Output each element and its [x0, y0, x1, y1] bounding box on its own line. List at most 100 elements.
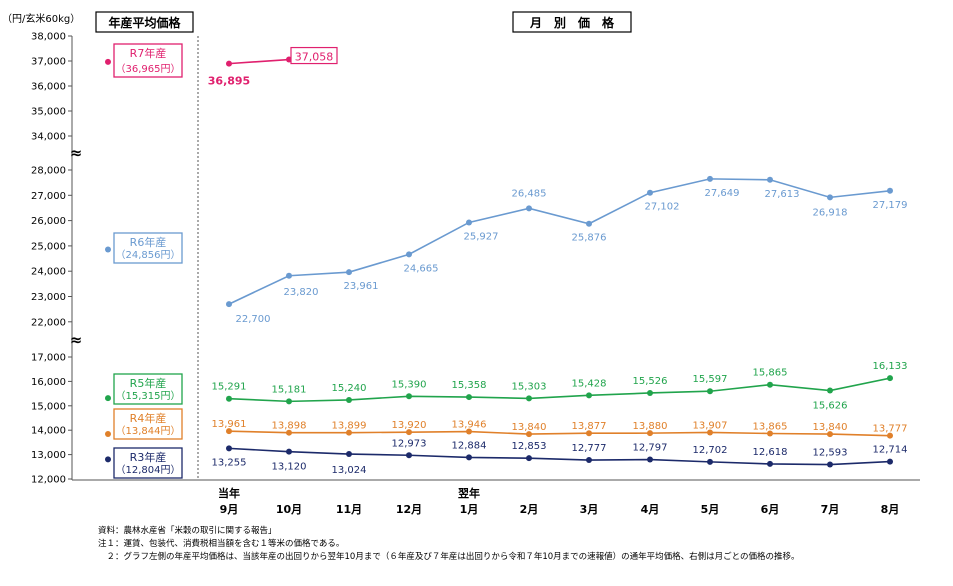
data-label-R3: 12,618 [753, 447, 788, 458]
x-tick-label: 3月 [580, 503, 599, 516]
x-tick-label: 10月 [276, 503, 302, 516]
data-point-R4 [707, 429, 713, 436]
x-labels: 当年 翌年 9月 10月 11月 12月 1月 2月 3月 4月 5月 6月 7月 8月 [218, 486, 899, 516]
data-point-R3 [346, 451, 352, 458]
series-line-R5 [228, 377, 891, 403]
series-line-R4 [228, 430, 891, 437]
data-label-R6: 24,665 [404, 263, 439, 274]
avg-point-R3 [105, 456, 111, 463]
data-label-R3: 13,120 [272, 462, 307, 473]
note-2: ２：グラフ左側の年産平均価格は、当該年産の出回りから翌年10月まで（６年産及び７… [98, 551, 800, 562]
data-point-R4 [586, 430, 592, 437]
data-label-R6: 25,876 [572, 233, 607, 244]
data-label-R4: 13,899 [332, 421, 367, 432]
series-line-R3 [228, 447, 891, 466]
data-point-R6 [647, 189, 653, 196]
y-tick-label: 34,000 [31, 132, 66, 143]
data-label-R3: 13,024 [332, 465, 367, 476]
x-tick-label: 6月 [761, 503, 780, 516]
avg-box-R6 [113, 232, 183, 264]
data-point-R3 [707, 458, 713, 465]
data-point-R4 [466, 428, 472, 435]
x-tick-label: 7月 [821, 503, 840, 516]
legend-avg-R6: （24,856円） [116, 249, 181, 261]
y-tick-label: 15,000 [31, 401, 66, 412]
data-label-R4: 13,880 [633, 421, 668, 432]
y-tick-label: 35,000 [31, 107, 66, 118]
data-label-R3: 12,714 [873, 445, 908, 456]
data-point-R4 [827, 431, 833, 438]
y-tick-label: 17,000 [31, 353, 66, 364]
axis-break-symbol: ≈ [70, 331, 83, 349]
left-title: 年産平均価格 [108, 15, 181, 30]
data-label-R5: 15,428 [572, 378, 607, 389]
data-label-R6: 27,179 [873, 200, 908, 211]
data-label-R6: 23,961 [344, 281, 379, 292]
x-prefix-label: 当年 [218, 486, 240, 500]
data-point-R5 [466, 394, 472, 401]
y-tick-label: 22,000 [31, 317, 66, 328]
x-tick-label: 12月 [396, 503, 422, 516]
legend-name-R4: R4年産 [130, 411, 167, 425]
right-title-box [512, 11, 632, 33]
legend-group: R7年産 （36,965円） R6年産（24,856円） R5年産（15,315円） R… [105, 43, 183, 479]
avg-box-R4 [113, 408, 183, 440]
data-label-R6: 27,649 [705, 188, 740, 199]
data-label-R4: 13,920 [392, 420, 427, 431]
data-point-R4 [647, 430, 653, 437]
data-label-R5: 15,303 [512, 381, 547, 392]
y-tick-label: 24,000 [31, 267, 66, 278]
data-label-R5: 15,181 [272, 384, 307, 395]
data-point-R3 [887, 458, 893, 465]
y-tick-label: 38,000 [31, 32, 66, 43]
latest-value-box [290, 46, 338, 65]
y-tick-label: 23,000 [31, 292, 66, 303]
data-point-R4 [526, 431, 532, 438]
data-point-R6 [887, 187, 893, 194]
y-tick-label: 36,000 [31, 82, 66, 93]
note-source: 資料：農林水産省「米穀の取引に関する報告」 [98, 525, 277, 536]
data-label-R5: 15,865 [753, 368, 788, 379]
data-label-R6: 27,613 [765, 189, 800, 200]
y-tick-label: 25,000 [31, 241, 66, 252]
y-ticks: 38,000 37,000 36,000 35,000 34,000 28,000 27,0… [31, 32, 82, 486]
data-label-R3: 12,702 [693, 445, 728, 456]
data-point-R4 [887, 432, 893, 439]
legend-name-R5: R5年産 [130, 376, 167, 390]
data-label-R3: 12,853 [512, 441, 547, 452]
data-label-R5: 15,526 [633, 376, 668, 387]
data-label-R7: 37,058 [295, 51, 334, 64]
data-label-R3: 12,884 [452, 440, 487, 451]
left-title-box [95, 11, 194, 33]
data-label-R6: 26,918 [813, 207, 848, 218]
x-tick-label: 5月 [701, 503, 720, 516]
data-label-R6: 27,102 [645, 202, 680, 213]
data-point-R5 [887, 375, 893, 382]
data-label-R3: 12,973 [392, 438, 427, 449]
data-point-R4 [226, 428, 232, 435]
data-point-R7 [226, 60, 232, 67]
data-label-R5: 15,240 [332, 383, 367, 394]
y-unit-label: （円/玄米60kg） [2, 12, 80, 25]
x-tick-label: 1月 [460, 503, 479, 516]
data-point-R5 [827, 387, 833, 394]
y-tick-label: 37,000 [31, 57, 66, 68]
data-point-R5 [707, 388, 713, 395]
x-tick-label: 9月 [220, 503, 239, 516]
legend-name-R3: R3年産 [130, 450, 167, 464]
data-point-R4 [346, 429, 352, 436]
legend-avg-R4: （13,844円） [116, 425, 181, 437]
data-label-R4: 13,877 [572, 421, 607, 432]
data-label-R6: 26,485 [512, 188, 547, 199]
y-tick-label: 26,000 [31, 216, 66, 227]
data-label-R7: 36,895 [208, 75, 250, 88]
data-point-R5 [586, 392, 592, 399]
data-point-R3 [647, 456, 653, 463]
data-label-R3: 12,593 [813, 448, 848, 459]
data-label-R3: 12,777 [572, 443, 607, 454]
legend-name-R6: R6年産 [130, 235, 167, 249]
avg-box-R3 [113, 447, 183, 479]
data-point-R6 [406, 251, 412, 258]
data-point-R5 [286, 398, 292, 405]
